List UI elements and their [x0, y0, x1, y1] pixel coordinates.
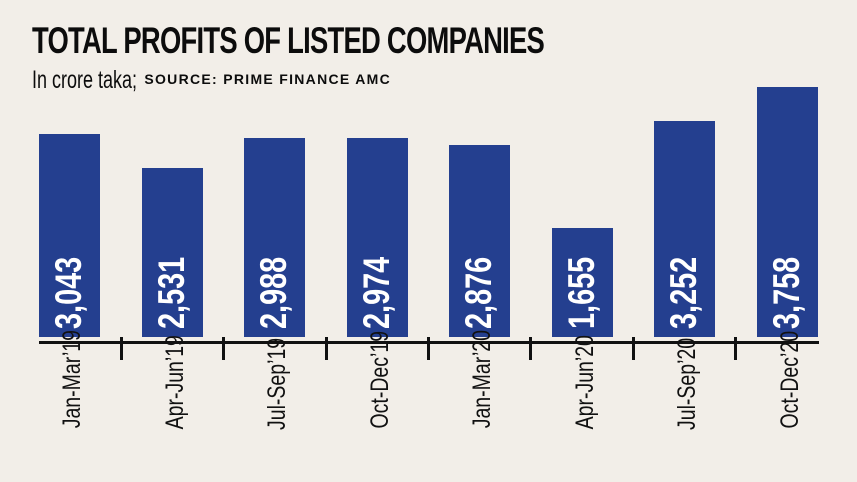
bar-value-label: 3,252	[662, 256, 704, 329]
bar: 2,531	[142, 168, 203, 337]
chart-subtitle: In crore taka; SOURCE: PRIME FINANCE AMC	[32, 68, 391, 93]
x-tick-label: Jul-Sep’19	[263, 337, 291, 431]
x-tick-label: Oct-Dec’20	[776, 330, 804, 429]
x-tick-label: Jan-Mar’20	[468, 330, 496, 429]
x-tick-label: Jul-Sep’20	[673, 337, 701, 431]
bar: 2,876	[449, 145, 510, 337]
axis-tick	[734, 337, 737, 360]
chart-title: TOTAL PROFITS OF LISTED COMPANIES	[32, 20, 545, 61]
bar: 3,252	[654, 121, 715, 337]
bar-value-label: 1,655	[560, 256, 602, 329]
axis-tick	[222, 337, 225, 360]
axis-tick	[427, 337, 430, 360]
bar: 2,988	[244, 138, 305, 337]
x-tick-label: Jan-Mar’19	[58, 330, 86, 429]
bar: 3,758	[757, 87, 818, 337]
bar: 3,043	[39, 134, 100, 337]
axis-tick	[325, 337, 328, 360]
bar-value-label: 2,974	[355, 256, 397, 329]
x-tick-label: Apr-Jun’19	[161, 335, 189, 430]
axis-tick	[632, 337, 635, 360]
bar-value-label: 2,988	[252, 256, 294, 329]
bar: 2,974	[347, 138, 408, 337]
axis-tick	[529, 337, 532, 360]
axis-tick	[120, 337, 123, 360]
x-tick-label: Apr-Jun’20	[571, 335, 599, 430]
bar-value-label: 2,531	[150, 256, 192, 329]
bar: 1,655	[552, 228, 613, 337]
unit-label: In crore taka;	[32, 66, 138, 94]
source-label: SOURCE: PRIME FINANCE AMC	[144, 71, 392, 87]
bar-value-label: 3,043	[47, 256, 89, 329]
x-tick-label: Oct-Dec’19	[366, 330, 394, 429]
bar-value-label: 3,758	[765, 256, 807, 329]
bar-value-label: 2,876	[457, 256, 499, 329]
